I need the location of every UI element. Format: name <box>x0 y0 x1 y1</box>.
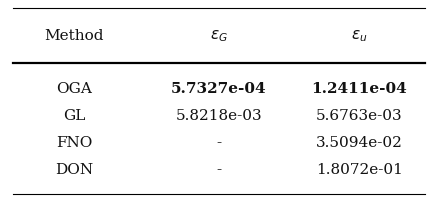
Text: -: - <box>216 136 222 150</box>
Text: 5.8218e-03: 5.8218e-03 <box>176 109 262 123</box>
Text: 3.5094e-02: 3.5094e-02 <box>316 136 403 150</box>
Text: Method: Method <box>45 29 104 43</box>
Text: OGA: OGA <box>57 82 92 96</box>
Text: GL: GL <box>63 109 86 123</box>
Text: 5.6763e-03: 5.6763e-03 <box>316 109 403 123</box>
Text: 1.2411e-04: 1.2411e-04 <box>311 82 407 96</box>
Text: FNO: FNO <box>56 136 93 150</box>
Text: $\epsilon_G$: $\epsilon_G$ <box>210 28 228 44</box>
Text: -: - <box>216 163 222 177</box>
Text: 1.8072e-01: 1.8072e-01 <box>316 163 403 177</box>
Text: 5.7327e-04: 5.7327e-04 <box>171 82 267 96</box>
Text: DON: DON <box>55 163 94 177</box>
Text: $\epsilon_u$: $\epsilon_u$ <box>351 28 367 44</box>
